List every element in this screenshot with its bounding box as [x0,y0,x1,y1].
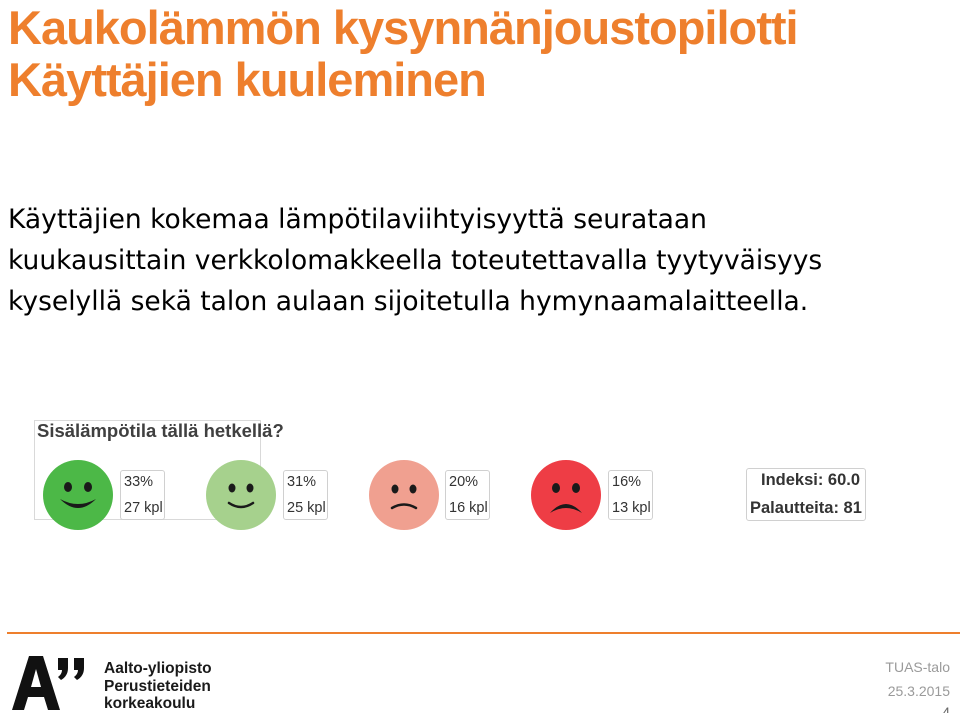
organization-name: Aalto-yliopisto Perustieteiden korkeakou… [104,660,212,713]
footer-date: 25.3.2015 [887,683,950,699]
stat-percent: 16% [612,474,642,490]
very-unhappy-face-icon [530,459,602,531]
stat-unhappy: 20% 16 kpl [445,470,490,520]
slide-title: Kaukolämmön kysynnänjoustopilotti Käyttä… [8,1,799,106]
stat-count: 27 kpl [124,500,163,516]
title-line-2: Käyttäjien kuuleminen [8,53,487,106]
footer-building: TUAS-talo [885,659,950,675]
feedback-question: Sisälämpötila tällä hetkellä? [37,420,284,441]
responses-count: Palautteita: 81 [750,499,862,517]
footer-divider [7,632,960,634]
aalto-a-logo-icon [12,656,88,710]
slide-body-text: Käyttäjien kokemaa lämpötilaviihtyisyytt… [8,199,953,322]
stat-happy: 31% 25 kpl [283,470,328,520]
stat-percent: 20% [449,474,479,490]
stat-percent: 33% [124,474,154,490]
index-value: Indeksi: 60.0 [761,471,861,489]
stat-count: 13 kpl [612,500,651,516]
stat-very-happy: 33% 27 kpl [120,470,165,520]
body-line-1: Käyttäjien kokemaa lämpötilaviihtyisyytt… [8,204,707,235]
title-line-1: Kaukolämmön kysynnänjoustopilotti [8,1,799,54]
page-number: 4 [942,704,950,713]
unhappy-face-icon [368,459,440,531]
org-line-3: korkeakoulu [104,695,196,712]
body-line-3: kyselyllä sekä talon aulaan sijoitetulla… [8,286,809,317]
footer-info: TUAS-talo 25.3.2015 4 [885,658,950,713]
stat-count: 25 kpl [287,500,326,516]
happy-face-icon [205,459,277,531]
stat-count: 16 kpl [449,500,488,516]
very-happy-face-icon [42,459,114,531]
summary-box: Indeksi: 60.0 Palautteita: 81 [746,468,866,521]
stat-percent: 31% [287,474,317,490]
body-line-2: kuukausittain verkkolomakkeella toteutet… [8,245,823,276]
org-line-2: Perustieteiden [104,677,211,695]
stat-very-unhappy: 16% 13 kpl [608,470,653,520]
org-line-1: Aalto-yliopisto [104,660,212,677]
